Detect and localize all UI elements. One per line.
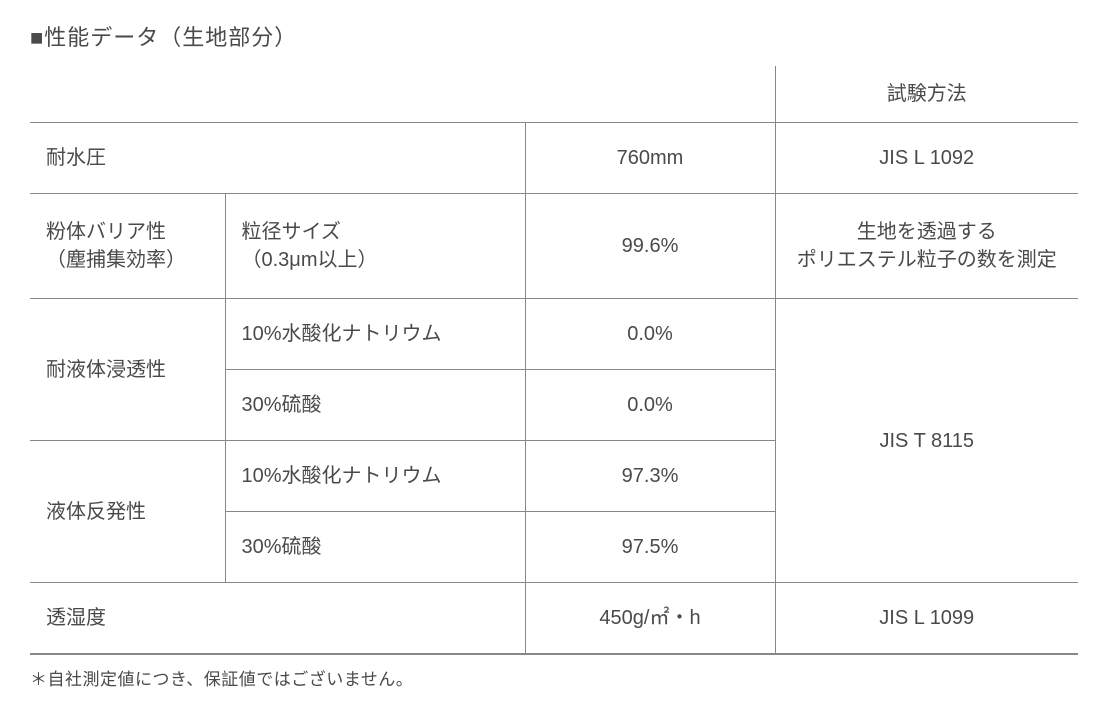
label-powder-barrier-line1: 粉体バリア性 (46, 221, 166, 243)
value-liquid-penetration-2: 0.0% (526, 378, 775, 432)
method-jis-t-8115: JIS T 8115 (776, 414, 1079, 468)
value-vapor: 450g/㎡・h (526, 591, 775, 645)
value-powder-barrier: 99.6% (526, 219, 775, 273)
sublabel-liquid-repellency-1: 10%水酸化ナトリウム (226, 449, 525, 503)
sublabel-powder-barrier-line2: （0.3μm以上） (242, 249, 378, 271)
sublabel-liquid-penetration-1: 10%水酸化ナトリウム (226, 307, 525, 361)
row-water-pressure: 耐水圧 760mm JIS L 1092 (30, 123, 1078, 194)
row-liquid-penetration-1: 耐液体浸透性 10%水酸化ナトリウム 0.0% JIS T 8115 (30, 299, 1078, 370)
label-liquid-penetration: 耐液体浸透性 (30, 343, 225, 397)
label-powder-barrier: 粉体バリア性 （塵捕集効率） (30, 206, 225, 286)
sublabel-liquid-penetration-2: 30%硫酸 (226, 378, 525, 432)
section-title: ■性能データ（生地部分） (30, 20, 1078, 52)
footnote: ＊自社測定値につき、保証値ではございません。 (30, 665, 1078, 690)
header-method: 試験方法 (776, 67, 1079, 121)
value-liquid-penetration-1: 0.0% (526, 307, 775, 361)
sublabel-powder-barrier-line1: 粒径サイズ (242, 221, 341, 243)
table-header-row: 試験方法 (30, 66, 1078, 123)
label-water-pressure: 耐水圧 (30, 131, 525, 185)
performance-table: 試験方法 耐水圧 760mm JIS L 1092 粉体バリア性 （塵捕集効率）… (30, 66, 1078, 655)
method-powder-barrier-line1: 生地を透過する (857, 221, 997, 243)
label-vapor: 透湿度 (30, 591, 525, 645)
method-vapor: JIS L 1099 (776, 591, 1079, 645)
sublabel-powder-barrier: 粒径サイズ （0.3μm以上） (226, 206, 525, 286)
value-liquid-repellency-2: 97.5% (526, 520, 775, 574)
row-powder-barrier: 粉体バリア性 （塵捕集効率） 粒径サイズ （0.3μm以上） 99.6% 生地を… (30, 194, 1078, 299)
method-powder-barrier: 生地を透過する ポリエステル粒子の数を測定 (776, 206, 1079, 286)
row-vapor-permeability: 透湿度 450g/㎡・h JIS L 1099 (30, 583, 1078, 655)
value-water-pressure: 760mm (526, 131, 775, 185)
sublabel-liquid-repellency-2: 30%硫酸 (226, 520, 525, 574)
label-liquid-repellency: 液体反発性 (30, 485, 225, 539)
value-liquid-repellency-1: 97.3% (526, 449, 775, 503)
method-powder-barrier-line2: ポリエステル粒子の数を測定 (797, 249, 1057, 271)
method-water-pressure: JIS L 1092 (776, 131, 1079, 185)
label-powder-barrier-line2: （塵捕集効率） (46, 249, 186, 271)
